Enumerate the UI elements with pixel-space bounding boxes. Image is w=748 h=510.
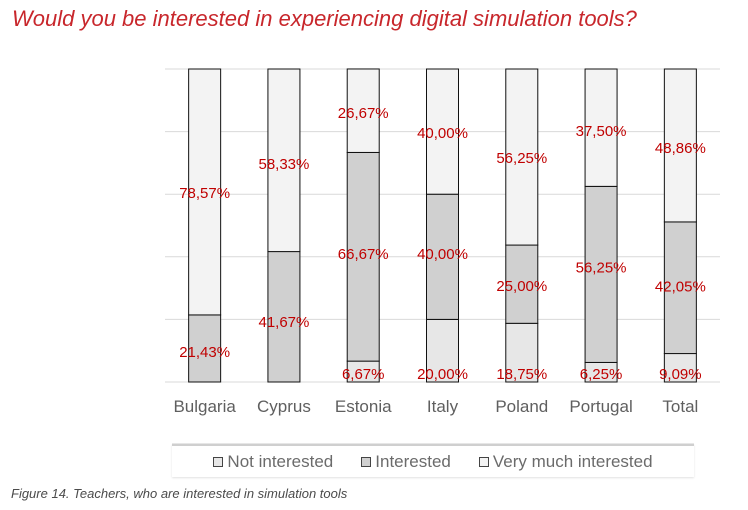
bar-segment-very-much-interested-italy [426,68,459,195]
x-tick-label-bulgaria: Bulgaria [173,397,236,416]
bar-segment-very-much-interested-total [663,68,697,223]
bar-segment-very-much-interested-portugal [584,68,618,187]
figure-caption: Figure 14. Teachers, who are interested … [11,486,348,501]
legend-item-very-much-interested: Very much interested [478,451,653,472]
data-label-very-much-interested-cyprus: 58,33% [258,156,309,173]
bar-segment-interested-poland [505,244,539,324]
data-label-very-much-interested-bulgaria: 78,57% [179,185,230,202]
bar-segment-very-much-interested-bulgaria [188,68,222,316]
x-tick-label-italy: Italy [427,397,459,416]
x-tick-label-portugal: Portugal [569,397,632,416]
legend-label-not-interested: Not interested [227,451,334,471]
data-label-not-interested-portugal: 6,25% [580,366,623,383]
legend-label-interested: Interested [375,451,451,471]
data-label-very-much-interested-poland: 56,25% [496,150,547,167]
bar-segment-very-much-interested-poland [505,68,539,246]
data-label-not-interested-poland: 18,75% [496,366,547,383]
bar-segment-interested-total [663,221,697,355]
data-label-not-interested-estonia: 6,67% [342,366,385,383]
legend: Not interested Interested Very much inte… [172,444,694,477]
legend-swatch-interested [361,456,372,467]
data-label-interested-cyprus: 41,67% [258,314,309,331]
legend-item-interested: Interested [361,452,451,472]
data-label-interested-poland: 25,00% [496,278,547,295]
data-label-not-interested-total: 9,09% [659,366,702,383]
bar-segment-not-interested-poland [505,322,539,383]
x-tick-label-poland: Poland [495,397,548,416]
bar-segment-not-interested-total [663,353,697,383]
data-label-interested-bulgaria: 21,43% [179,344,230,361]
data-label-not-interested-italy: 20,00% [417,366,468,383]
data-label-interested-estonia: 66,67% [338,246,389,263]
legend-item-not-interested: Not interested [213,452,333,472]
data-label-very-much-interested-italy: 40,00% [417,125,468,142]
bar-segment-not-interested-italy [426,318,459,383]
bar-segment-very-much-interested-cyprus [267,68,301,253]
x-tick-label-cyprus: Cyprus [257,397,311,416]
legend-swatch-not-interested [213,456,224,467]
data-label-very-much-interested-total: 48,86% [655,140,706,157]
bar-segment-interested-estonia [346,151,380,362]
data-label-interested-total: 42,05% [655,279,706,296]
bar-segment-interested-portugal [584,185,618,363]
data-label-interested-portugal: 56,25% [576,259,627,276]
x-tick-label-total: Total [662,397,698,416]
chart-title: Would you be interested in experiencing … [12,6,637,31]
x-tick-label-estonia: Estonia [335,397,392,416]
data-label-very-much-interested-portugal: 37,50% [576,123,627,140]
data-label-interested-italy: 40,00% [417,246,468,263]
legend-swatch-very-much-interested [478,456,489,467]
data-label-very-much-interested-estonia: 26,67% [338,105,389,122]
bar-segment-interested-italy [426,193,459,320]
legend-label-very-much-interested: Very much interested [492,451,653,471]
bar-segment-very-much-interested-estonia [346,68,380,153]
